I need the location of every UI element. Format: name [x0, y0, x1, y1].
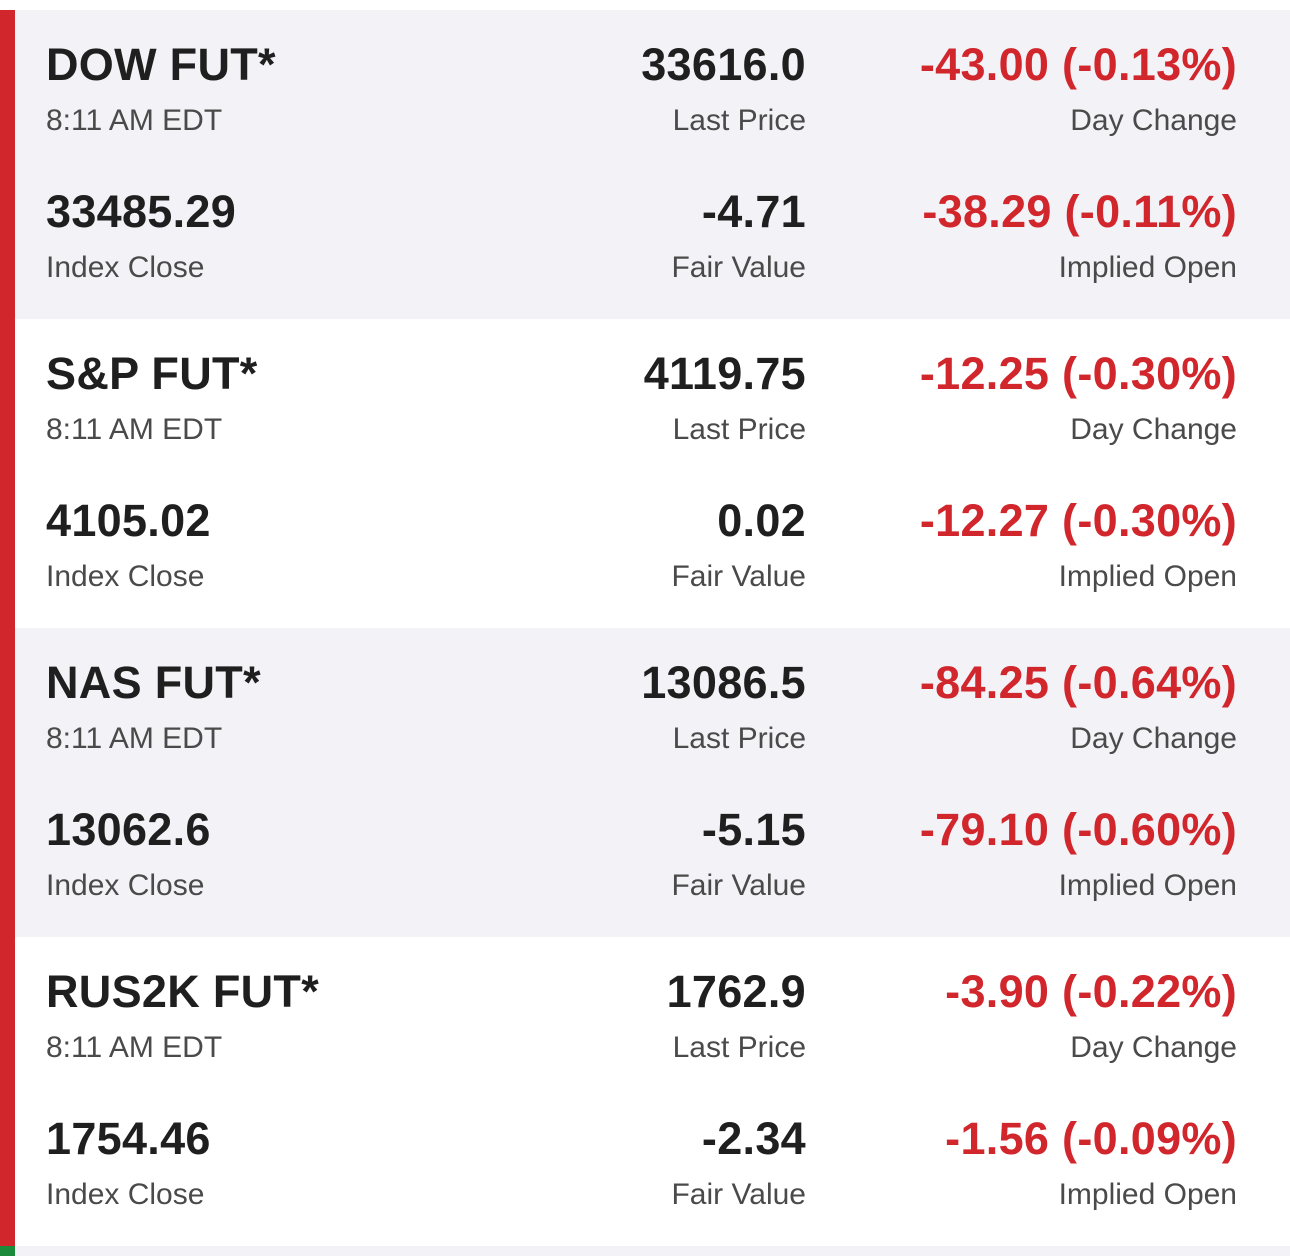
last-price-label: Last Price — [672, 104, 806, 137]
last-price-value: 4119.75 — [643, 348, 806, 399]
negative-accent-bar — [0, 628, 15, 937]
implied-open-label: Implied Open — [1058, 869, 1237, 902]
fair-value-value: -4.71 — [701, 186, 806, 237]
index-close-label: Index Close — [46, 869, 205, 902]
fair-value-value: -5.15 — [701, 804, 806, 855]
fair-value-value: -2.34 — [701, 1113, 806, 1164]
top-spacer — [0, 0, 1290, 10]
day-change-value: -3.90 (-0.22%) — [945, 966, 1237, 1017]
day-change-label: Day Change — [1070, 722, 1237, 755]
day-change-value: -84.25 (-0.64%) — [919, 657, 1237, 708]
future-name: RUS2K FUT* — [46, 966, 320, 1017]
implied-open-value: -1.56 (-0.09%) — [945, 1113, 1237, 1164]
day-change-value: -12.25 (-0.30%) — [919, 348, 1237, 399]
day-change-label: Day Change — [1070, 1031, 1237, 1064]
last-price-value: 33616.0 — [641, 39, 806, 90]
implied-open-value: -38.29 (-0.11%) — [922, 186, 1237, 237]
index-close-label: Index Close — [46, 1178, 205, 1211]
future-name: NAS FUT* — [46, 657, 261, 708]
last-price-label: Last Price — [672, 1031, 806, 1064]
negative-accent-bar — [0, 319, 15, 628]
fair-value-label: Fair Value — [671, 869, 806, 902]
quote-time: 8:11 AM EDT — [46, 413, 223, 446]
implied-open-value: -79.10 (-0.60%) — [919, 804, 1237, 855]
index-close-value: 13062.6 — [46, 804, 211, 855]
fair-value-value: 0.02 — [717, 495, 806, 546]
index-close-label: Index Close — [46, 560, 205, 593]
index-close-value: 4105.02 — [46, 495, 211, 546]
next-card-partial — [0, 1246, 1290, 1256]
futures-card-rus2k[interactable]: RUS2K FUT* 8:11 AM EDT 1762.9 Last Price… — [0, 937, 1290, 1246]
implied-open-label: Implied Open — [1058, 251, 1237, 284]
futures-card-sp[interactable]: S&P FUT* 8:11 AM EDT 4119.75 Last Price … — [0, 319, 1290, 628]
negative-accent-bar — [0, 10, 15, 319]
last-price-label: Last Price — [672, 722, 806, 755]
future-name: DOW FUT* — [46, 39, 276, 90]
index-close-value: 33485.29 — [46, 186, 237, 237]
index-close-value: 1754.46 — [46, 1113, 211, 1164]
fair-value-label: Fair Value — [671, 1178, 806, 1211]
positive-accent-bar — [0, 1246, 15, 1256]
last-price-value: 1762.9 — [666, 966, 806, 1017]
day-change-label: Day Change — [1070, 104, 1237, 137]
quote-time: 8:11 AM EDT — [46, 722, 223, 755]
implied-open-label: Implied Open — [1058, 560, 1237, 593]
futures-card-dow[interactable]: DOW FUT* 8:11 AM EDT 33616.0 Last Price … — [0, 10, 1290, 319]
day-change-value: -43.00 (-0.13%) — [919, 39, 1237, 90]
index-close-label: Index Close — [46, 251, 205, 284]
futures-card-nas[interactable]: NAS FUT* 8:11 AM EDT 13086.5 Last Price … — [0, 628, 1290, 937]
future-name: S&P FUT* — [46, 348, 258, 399]
fair-value-label: Fair Value — [671, 560, 806, 593]
last-price-value: 13086.5 — [641, 657, 806, 708]
quote-time: 8:11 AM EDT — [46, 1031, 223, 1064]
quote-time: 8:11 AM EDT — [46, 104, 223, 137]
implied-open-label: Implied Open — [1058, 1178, 1237, 1211]
day-change-label: Day Change — [1070, 413, 1237, 446]
fair-value-label: Fair Value — [671, 251, 806, 284]
negative-accent-bar — [0, 937, 15, 1246]
last-price-label: Last Price — [672, 413, 806, 446]
implied-open-value: -12.27 (-0.30%) — [919, 495, 1237, 546]
